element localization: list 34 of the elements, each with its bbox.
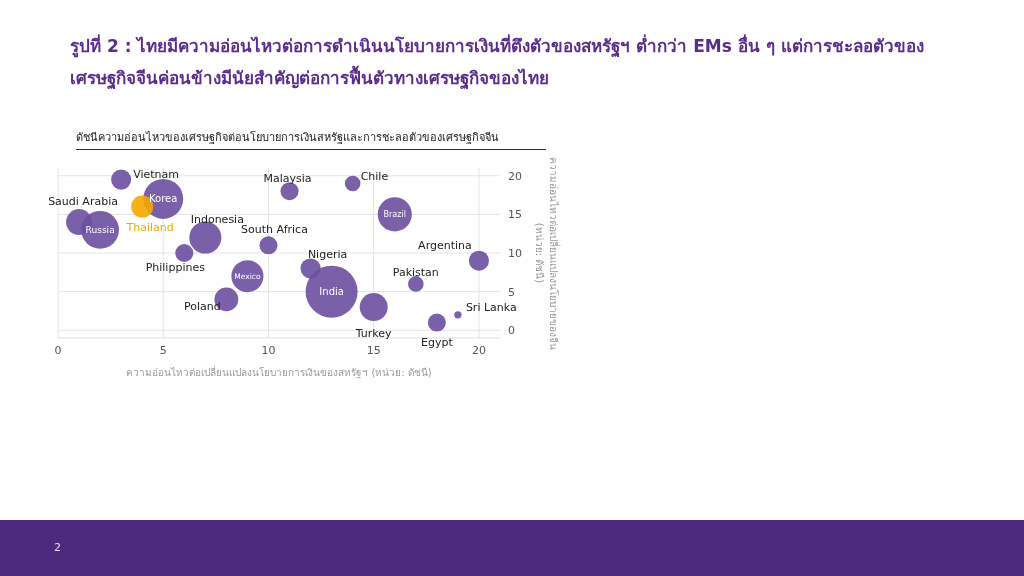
chart-title: รูปที่ 2 : ไทยมีความอ่อนไหวต่อการดำเนินนโยบายการเงินที่ตึงตัวของสหรัฐฯ ต่ำกว่า EMs อื่น ๆ แต่การชะลอตัวของเศรษฐกิจจีนค่อนข้างมีนัยสำคัญต่อการฟื้นตัวทางเศรษฐกิจของไทย xyxy=(70,33,925,91)
series-label: Sri Lanka xyxy=(465,300,517,314)
series-label: Thailand xyxy=(125,220,174,234)
series-label: Egypt xyxy=(420,335,454,349)
y-tick-label: 15 xyxy=(508,208,522,222)
x-tick-label: 15 xyxy=(366,343,381,357)
series-label: Saudi Arabia xyxy=(48,195,118,209)
series-label: Korea xyxy=(149,192,178,204)
series-label: Turkey xyxy=(354,327,393,341)
y-axis-title: ความอ่อนไหวต่อเปลี่ยนแปลงนโยบายของจีน (หน่วย: ดัชนี) xyxy=(534,156,561,350)
series-label: Chile xyxy=(360,170,389,184)
series-label: Argentina xyxy=(418,238,472,252)
series-label: Poland xyxy=(184,300,221,314)
series-label: Pakistan xyxy=(392,265,439,279)
x-tick-label: 0 xyxy=(54,343,62,357)
y-tick-label: 0 xyxy=(508,324,515,338)
series-label: Nigeria xyxy=(307,248,348,262)
text: 2 xyxy=(54,541,61,554)
series-label: Indonesia xyxy=(190,212,244,226)
series-label: South Africa xyxy=(241,223,308,237)
x-tick-label: 5 xyxy=(159,343,167,357)
series-label: Russia xyxy=(85,224,115,235)
series-label: India xyxy=(319,285,344,297)
y-tick-label: 5 xyxy=(508,285,515,299)
series-label: Brazil xyxy=(383,209,407,220)
series-label: Philippines xyxy=(145,261,206,274)
chart-subtitle: ดัชนีความอ่อนไหวของเศรษฐกิจต่อนโยบายการเงินสหรัฐและการชะลอตัวของเศรษฐกิจจีน xyxy=(76,128,546,150)
series-label: Vietnam xyxy=(133,167,179,181)
x-axis-title: ความอ่อนไหวต่อเปลี่ยนแปลงนโยบายการเงินของสหรัฐฯ (หน่วย: ดัชนี) xyxy=(126,365,432,379)
y-tick-label: 10 xyxy=(508,246,522,260)
y-tick-label: 20 xyxy=(508,169,522,183)
x-tick-label: 10 xyxy=(261,343,276,357)
series-label: Malaysia xyxy=(263,172,312,186)
x-tick-label: 20 xyxy=(471,343,486,357)
